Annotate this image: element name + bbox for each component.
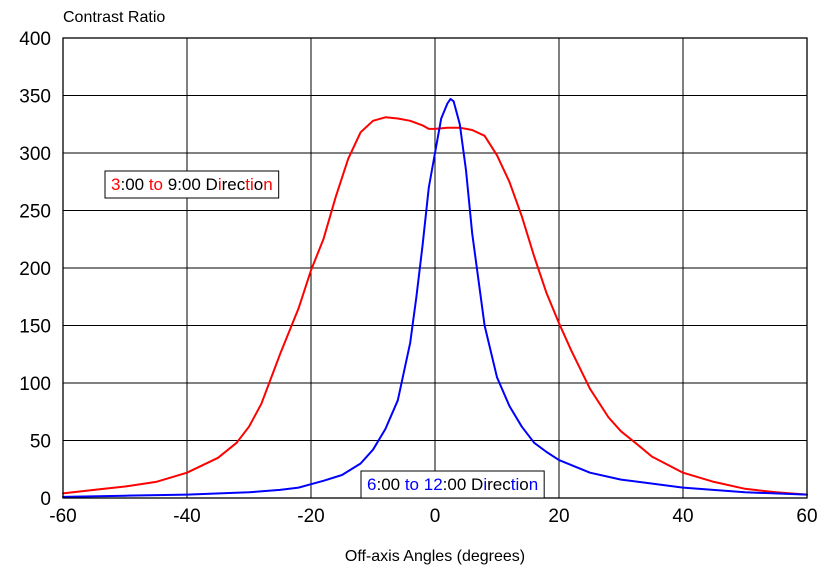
series-label-run: 6: [367, 475, 376, 494]
y-tick-label: 350: [19, 87, 51, 108]
series-label-run: o: [254, 175, 263, 194]
series-label-run: to: [405, 475, 419, 494]
x-tick-label: -40: [173, 506, 200, 527]
series-label-run: i: [483, 475, 487, 494]
y-tick-label: 50: [30, 432, 51, 453]
series-label-run: i: [218, 175, 222, 194]
series-lines: [62, 97, 808, 498]
series-line-1: [62, 116, 808, 496]
series-label-run: n: [263, 175, 272, 194]
y-tick-label: 300: [19, 144, 51, 165]
series-line-2: [62, 97, 808, 498]
series-label-run: t: [511, 475, 516, 494]
series-label-box: [360, 470, 545, 499]
tick-labels: -60 -40 -20 0 20 40 60 0 50 100 150 200 250 300 350 400: [19, 29, 817, 527]
y-tick-label: 150: [19, 317, 51, 338]
series-label-run: :00 D: [443, 475, 484, 494]
series-label-run: to: [149, 175, 163, 194]
series-label-run: n: [529, 475, 538, 494]
series-label-run: rec: [487, 475, 511, 494]
series-label-1: 3:00 to 9:00 Direction: [104, 170, 280, 199]
y-tick-label: 100: [19, 374, 51, 395]
y-tick-label: 0: [40, 489, 51, 510]
y-tick-label: 250: [19, 202, 51, 223]
x-tick-label: 20: [548, 506, 569, 527]
series-label-run: :00: [376, 475, 404, 494]
x-tick-label: 40: [672, 506, 693, 527]
series-label-text: 6:00 to 12:00 Direction: [367, 475, 538, 494]
series-label-run: rec: [222, 175, 246, 194]
series-label-run: t: [245, 175, 250, 194]
series-label-run: :00: [120, 175, 148, 194]
x-tick-label: -20: [297, 506, 324, 527]
series-label-run: i: [515, 475, 519, 494]
y-axis-title: Contrast Ratio: [63, 9, 165, 26]
series-label-run: 3: [111, 175, 120, 194]
series-label-box: [104, 170, 280, 199]
series-label-run: 12: [424, 475, 443, 494]
series-label-text: 3:00 to 9:00 Direction: [111, 175, 273, 194]
series-label-run: i: [250, 175, 254, 194]
y-tick-label: 200: [19, 259, 51, 280]
x-tick-label: 0: [430, 506, 441, 527]
y-tick-label: 400: [19, 29, 51, 50]
x-axis-title: Off-axis Angles (degrees): [345, 548, 525, 565]
series-label-run: o: [519, 475, 528, 494]
series-label-2: 6:00 to 12:00 Direction: [360, 470, 545, 499]
x-tick-label: 60: [796, 506, 817, 527]
series-label-run: 9:00 D: [163, 175, 218, 194]
x-tick-label: -60: [49, 506, 76, 527]
